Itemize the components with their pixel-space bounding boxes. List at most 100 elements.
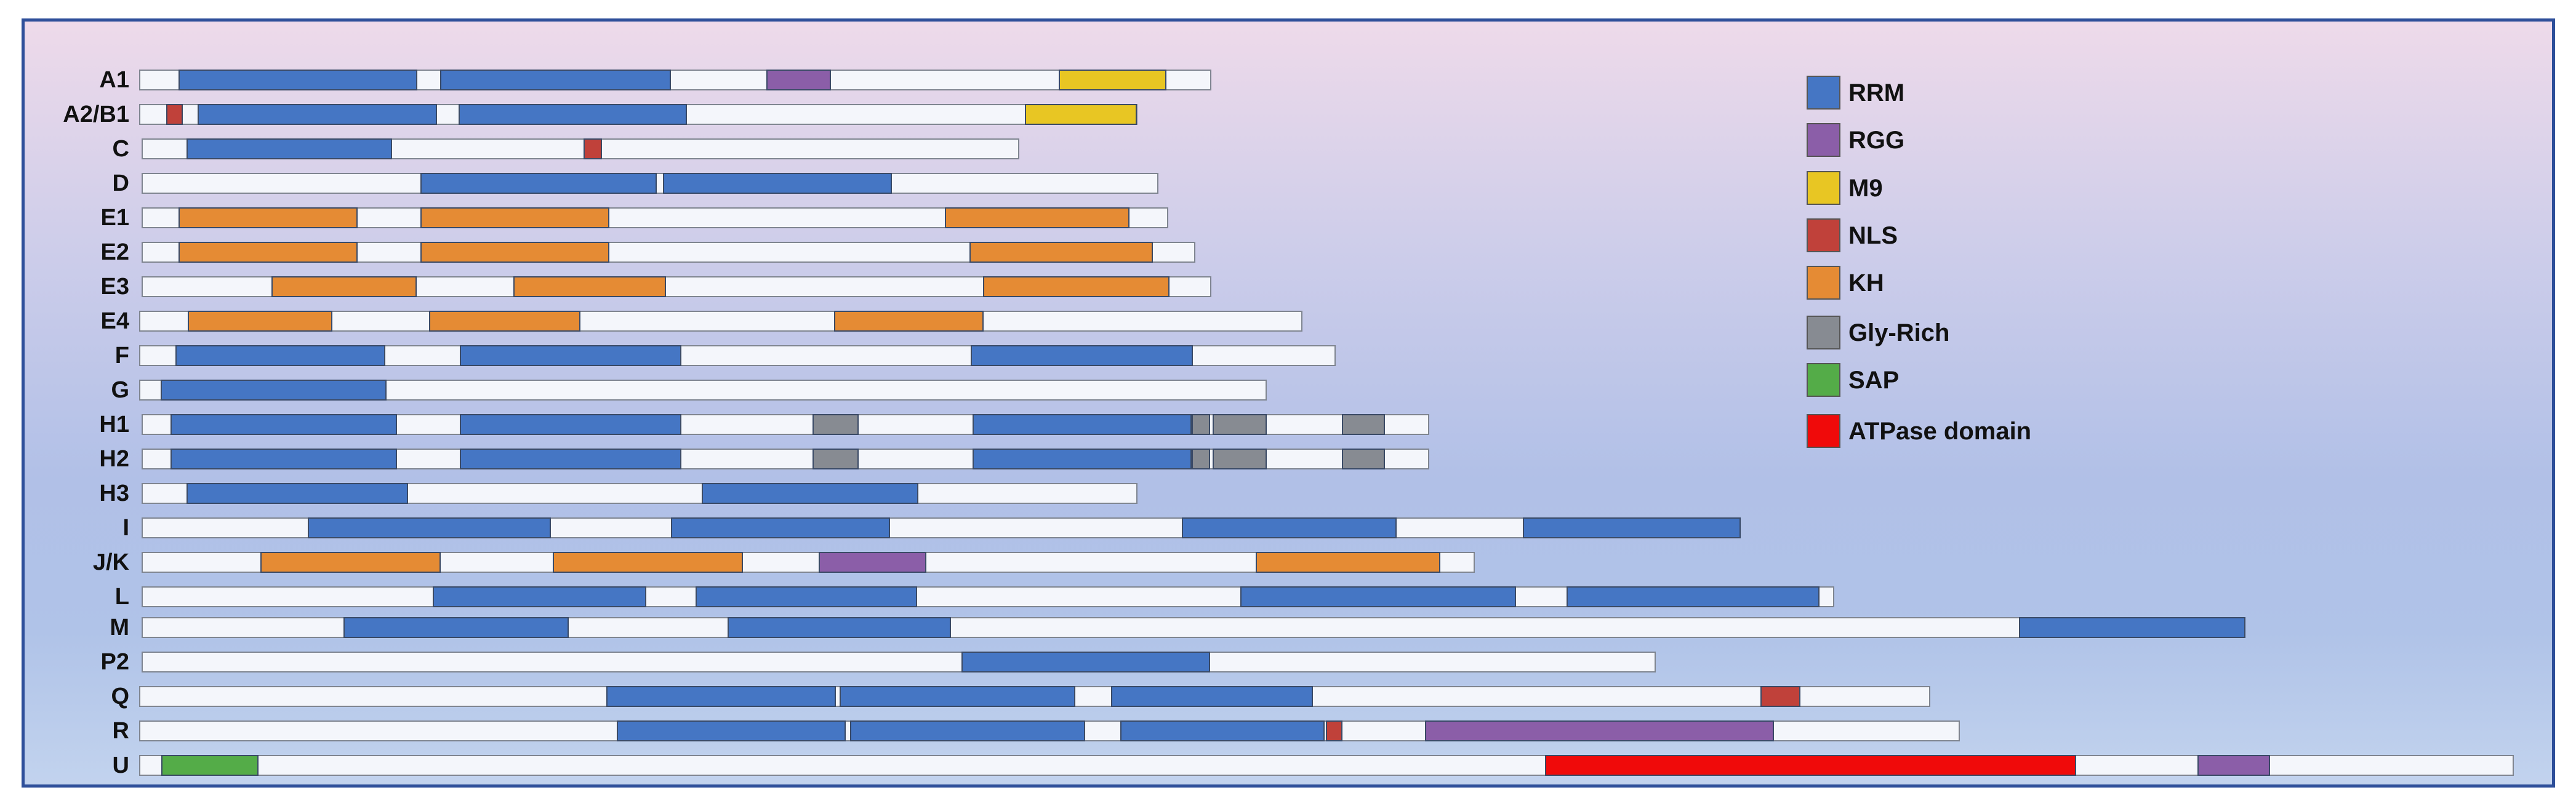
rrm-domain: [1523, 517, 1741, 538]
kh-domain: [834, 311, 984, 332]
legend-label: ATPase domain: [1848, 418, 2032, 445]
protein-label: C: [112, 136, 129, 162]
rrm-domain: [308, 517, 551, 538]
gly-domain: [1342, 414, 1385, 435]
rrm-domain: [420, 173, 657, 194]
rrm-domain: [433, 586, 646, 607]
rrm-domain: [973, 414, 1192, 435]
protein-label: G: [111, 377, 129, 403]
m9-domain: [1059, 70, 1166, 90]
legend-label: NLS: [1848, 222, 1898, 249]
gly-domain: [1342, 449, 1385, 469]
kh-domain: [513, 276, 666, 297]
legend-swatch: [1807, 414, 1840, 448]
kh-domain: [260, 552, 441, 573]
rrm-domain: [617, 720, 846, 741]
gly-domain: [1192, 449, 1210, 469]
kh-domain: [553, 552, 743, 573]
protein-bar: [142, 207, 1168, 228]
legend-label: RRM: [1848, 79, 1905, 106]
rrm-domain: [840, 686, 1075, 707]
kh-domain: [179, 207, 358, 228]
protein-bar: [142, 617, 2245, 638]
rrm-domain: [171, 414, 397, 435]
nls-domain: [166, 104, 183, 125]
nls-domain: [1326, 720, 1342, 741]
kh-domain: [188, 311, 332, 332]
protein-label: E4: [100, 308, 129, 334]
protein-label: R: [112, 718, 129, 744]
legend-swatch: [1807, 218, 1840, 252]
rrm-domain: [728, 617, 951, 638]
rrm-domain: [460, 449, 681, 469]
protein-label: H2: [99, 446, 129, 472]
protein-bar: [139, 104, 1138, 125]
protein-label: M: [110, 615, 129, 640]
protein-bar: [142, 483, 1138, 504]
domain-diagram: A1 A2/B1 C D E1 E2 E3 E4 F G H1 H2 H3 I J/K L M P2 Q R U RRM…: [22, 18, 2555, 788]
legend-swatch: [1807, 123, 1840, 157]
legend-label: SAP: [1848, 367, 1900, 394]
gly-domain: [813, 414, 859, 435]
rrm-domain: [663, 173, 892, 194]
legend-swatch: [1807, 363, 1840, 397]
protein-label: H3: [99, 481, 129, 506]
kh-domain: [983, 276, 1170, 297]
legend-label: M9: [1848, 175, 1883, 202]
rrm-domain: [850, 720, 1085, 741]
legend-label: RGG: [1848, 127, 1905, 154]
rrm-domain: [1182, 517, 1397, 538]
protein-label: Q: [111, 684, 129, 709]
protein-bar: [142, 652, 1656, 672]
rrm-domain: [1567, 586, 1820, 607]
protein-bar: [142, 138, 1019, 159]
rrm-domain: [459, 104, 687, 125]
kh-domain: [429, 311, 580, 332]
rrm-domain: [343, 617, 569, 638]
protein-bar: [139, 686, 1930, 707]
kh-domain: [271, 276, 417, 297]
protein-label: H1: [99, 412, 129, 437]
protein-label: A1: [99, 67, 129, 93]
rrm-domain: [2019, 617, 2245, 638]
protein-bar: [139, 345, 1336, 366]
rrm-domain: [179, 70, 417, 90]
kh-domain: [179, 242, 358, 263]
rrm-domain: [696, 586, 917, 607]
rrm-domain: [671, 517, 890, 538]
protein-label: E2: [100, 239, 129, 265]
kh-domain: [1256, 552, 1440, 573]
rrm-domain: [1120, 720, 1325, 741]
protein-bar: [139, 720, 1960, 741]
protein-bar: [142, 552, 1475, 573]
rrm-domain: [606, 686, 836, 707]
rrm-domain: [171, 449, 397, 469]
legend-swatch: [1807, 76, 1840, 110]
rrm-domain: [198, 104, 437, 125]
protein-label: D: [112, 170, 129, 196]
rrm-domain: [1111, 686, 1313, 707]
protein-bar: [139, 380, 1267, 401]
nls-domain: [1760, 686, 1800, 707]
protein-bar: [142, 276, 1211, 297]
kh-domain: [969, 242, 1153, 263]
rrm-domain: [702, 483, 918, 504]
protein-label: U: [112, 752, 129, 778]
sap-domain: [161, 755, 259, 776]
rrm-domain: [973, 449, 1192, 469]
protein-label: L: [114, 584, 129, 610]
protein-label: A2/B1: [63, 102, 129, 127]
protein-bar: [142, 517, 1741, 538]
protein-bar: [139, 70, 1211, 90]
atp-domain: [1545, 755, 2076, 776]
rgg-domain: [766, 70, 831, 90]
protein-label: I: [122, 515, 129, 541]
kh-domain: [945, 207, 1130, 228]
protein-bar: [142, 414, 1429, 435]
protein-bar: [139, 755, 2514, 776]
nls-domain: [584, 138, 602, 159]
rrm-domain: [187, 138, 392, 159]
gly-domain: [1213, 414, 1267, 435]
rrm-domain: [440, 70, 671, 90]
rrm-domain: [187, 483, 408, 504]
